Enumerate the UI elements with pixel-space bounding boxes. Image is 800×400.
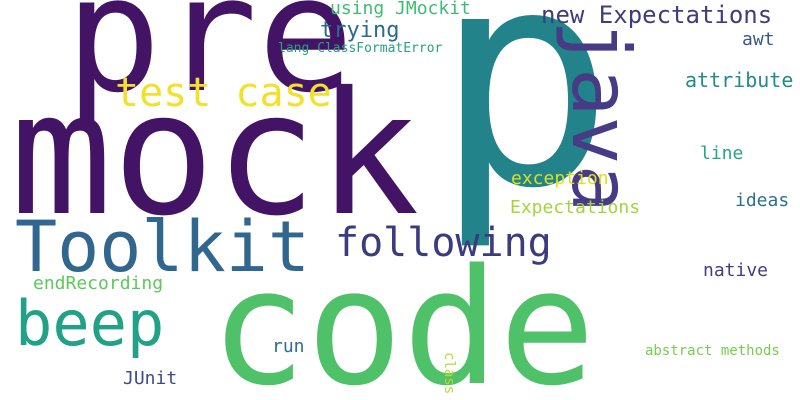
word-awt: awt — [742, 29, 775, 50]
word-attribute: attribute — [685, 68, 794, 92]
word-test-case: test case — [115, 70, 332, 116]
word-new-expectations: new Expectations — [541, 1, 773, 29]
word-endrecording: endRecording — [33, 273, 164, 294]
word-toolkit: Toolkit — [15, 206, 311, 288]
word-using-jmockit: using JMockit — [330, 0, 471, 19]
word-expectations: Expectations — [510, 197, 641, 218]
word-following: following — [335, 220, 552, 266]
word-abstract-methods: abstract methods — [645, 343, 780, 359]
word-mock: mock — [10, 56, 420, 254]
word-pre: pre — [65, 0, 354, 128]
word-exception: exception — [511, 168, 609, 189]
word-code: code — [210, 234, 596, 400]
word-ideas: ideas — [735, 190, 790, 211]
word-beep: beep — [15, 287, 165, 360]
word-line: line — [700, 143, 744, 164]
word-class-file: class file — [441, 352, 457, 400]
word-p: p — [434, 0, 615, 254]
word-trying: trying — [320, 18, 400, 43]
word-run: run — [272, 336, 305, 357]
word-junit: JUnit — [123, 368, 178, 389]
word-native: native — [703, 260, 769, 281]
word-lang-classformaterror: lang ClassFormatError — [278, 41, 443, 56]
